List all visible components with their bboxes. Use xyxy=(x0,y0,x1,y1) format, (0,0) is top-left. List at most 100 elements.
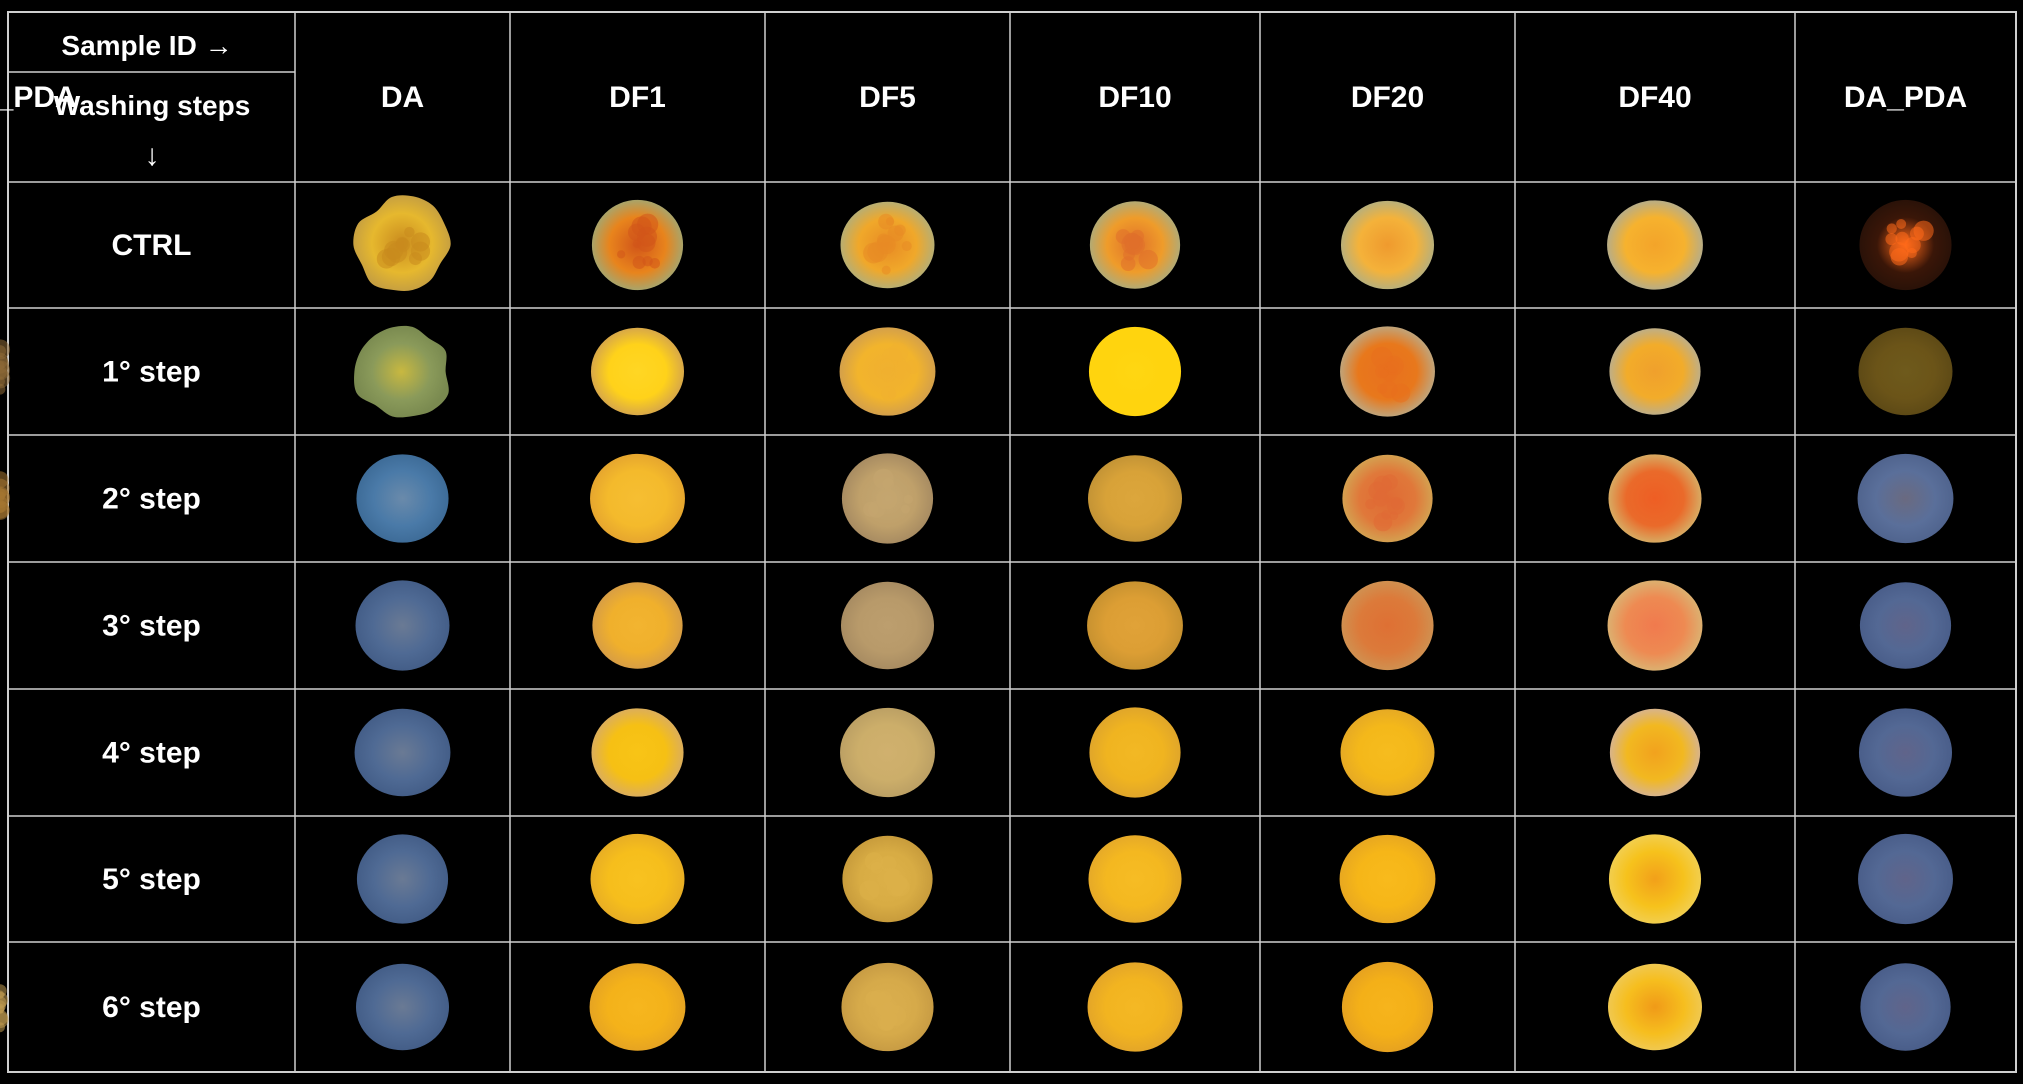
sample-disc xyxy=(839,327,936,416)
sample-circle xyxy=(1609,708,1701,797)
sample-circle xyxy=(1340,200,1435,290)
sample-disc xyxy=(1087,581,1183,670)
sample-texture-spot xyxy=(632,239,641,248)
sample-disc xyxy=(1609,328,1701,415)
sample-texture-spot xyxy=(887,389,897,399)
sample-texture-spot xyxy=(1886,223,1897,234)
sample-disc xyxy=(840,707,935,798)
sample-circle xyxy=(591,708,684,797)
row-header: 6° step xyxy=(102,991,201,1024)
sample-circle xyxy=(1087,581,1183,670)
sample-disc xyxy=(1860,963,1951,1051)
column-header: DF40 xyxy=(1618,81,1691,114)
sample-disc xyxy=(591,708,684,797)
sample-disc xyxy=(590,453,685,544)
sample-disc xyxy=(1857,453,1954,544)
sample-circle xyxy=(1608,963,1702,1051)
sample-circle xyxy=(1088,326,1182,417)
sample-disc xyxy=(1858,708,1953,797)
table-border xyxy=(7,11,2017,1073)
sample-texture-spot xyxy=(883,1012,898,1027)
sample-texture-spot xyxy=(881,265,891,275)
sample-circle xyxy=(1860,963,1951,1051)
sample-texture-spot xyxy=(880,855,897,872)
sample-texture-spot xyxy=(636,233,656,253)
sample-circle xyxy=(1607,200,1703,290)
sample-circle xyxy=(589,963,686,1051)
row-headers: CTRL 1° step 2° step 3° step 4° step 5° step 6… xyxy=(102,229,201,1024)
sample-circle xyxy=(1859,582,1952,669)
sample-texture-spot xyxy=(1885,233,1898,246)
sample-circle xyxy=(1858,327,1953,416)
sample-texture-spot xyxy=(642,256,653,267)
sample-texture-spot xyxy=(878,991,892,1005)
column-headers: DA DF1 DF5 DF10 DF20 DF40 DA_PDA DF20_PDA xyxy=(0,81,1967,114)
sample-texture-spot xyxy=(864,852,884,871)
sample-texture-spot xyxy=(0,355,10,374)
sample-disc xyxy=(1088,326,1182,417)
sample-texture-spot xyxy=(1372,491,1389,507)
sample-circle xyxy=(592,582,683,669)
sample-disc xyxy=(355,580,450,671)
sample-disc xyxy=(591,199,684,291)
row-header: CTRL xyxy=(112,229,192,262)
sample-disc xyxy=(1339,834,1436,924)
sample-disc xyxy=(1340,326,1435,417)
sample-disc xyxy=(1608,834,1702,924)
sample-disc xyxy=(1087,962,1183,1052)
sample-texture-spot xyxy=(875,488,898,510)
column-header: DF20 xyxy=(1351,81,1424,114)
sample-circle xyxy=(356,454,449,543)
sample-circle xyxy=(1607,580,1703,671)
sample-texture-spot xyxy=(881,367,896,383)
sample-texture-spot xyxy=(882,478,895,490)
washing-steps-arrow: ↓ xyxy=(145,139,160,172)
sample-disc xyxy=(354,325,449,418)
sample-circle xyxy=(1341,961,1434,1053)
sample-circle xyxy=(590,453,685,544)
sample-disc xyxy=(1859,199,1952,291)
sample-texture-spot xyxy=(890,874,908,893)
column-header: DF1 xyxy=(609,81,666,114)
sample-circle xyxy=(1088,455,1182,542)
sample-circle xyxy=(590,327,685,416)
sample-circle xyxy=(1339,834,1436,924)
sample-texture-spot xyxy=(404,226,415,238)
column-header: DA_PDA xyxy=(1844,81,1967,114)
sample-disc xyxy=(1858,833,1953,925)
sample-circle xyxy=(354,708,451,797)
sample-circle xyxy=(1609,328,1701,415)
column-header: DF10 xyxy=(1098,81,1171,114)
sample-disc xyxy=(356,454,449,543)
sample-texture-spot xyxy=(901,241,912,252)
sample-texture-spot xyxy=(632,255,646,269)
sample-disc xyxy=(1088,455,1182,542)
sample-circle xyxy=(840,707,935,798)
sample-disc xyxy=(842,835,933,923)
sample-circle xyxy=(1341,580,1434,671)
sample-texture-spot xyxy=(901,504,910,514)
sample-circle xyxy=(1608,454,1702,543)
sample-disc xyxy=(1340,200,1435,290)
sample-disc xyxy=(1609,708,1701,797)
sample-disc xyxy=(0,471,11,520)
sample-disc xyxy=(1858,327,1953,416)
sample-disc xyxy=(1341,961,1434,1053)
sample-circle xyxy=(356,834,449,924)
sample-disc xyxy=(590,833,685,925)
sample-texture-spot xyxy=(1138,249,1158,270)
sample-disc xyxy=(841,453,934,544)
sample-texture-spot xyxy=(1375,364,1389,379)
sample-disc xyxy=(1607,580,1703,671)
sample-disc xyxy=(0,984,9,1033)
header-cells: Sample ID → Washing steps ↓ xyxy=(54,30,251,172)
sample-texture-spot xyxy=(0,1003,5,1014)
sample-disc xyxy=(355,963,450,1051)
sample-disc xyxy=(1340,709,1435,796)
sample-circle xyxy=(1340,709,1435,796)
column-header: DA xyxy=(381,81,424,114)
sample-disc xyxy=(590,327,685,416)
sample-texture-spot xyxy=(395,237,410,252)
